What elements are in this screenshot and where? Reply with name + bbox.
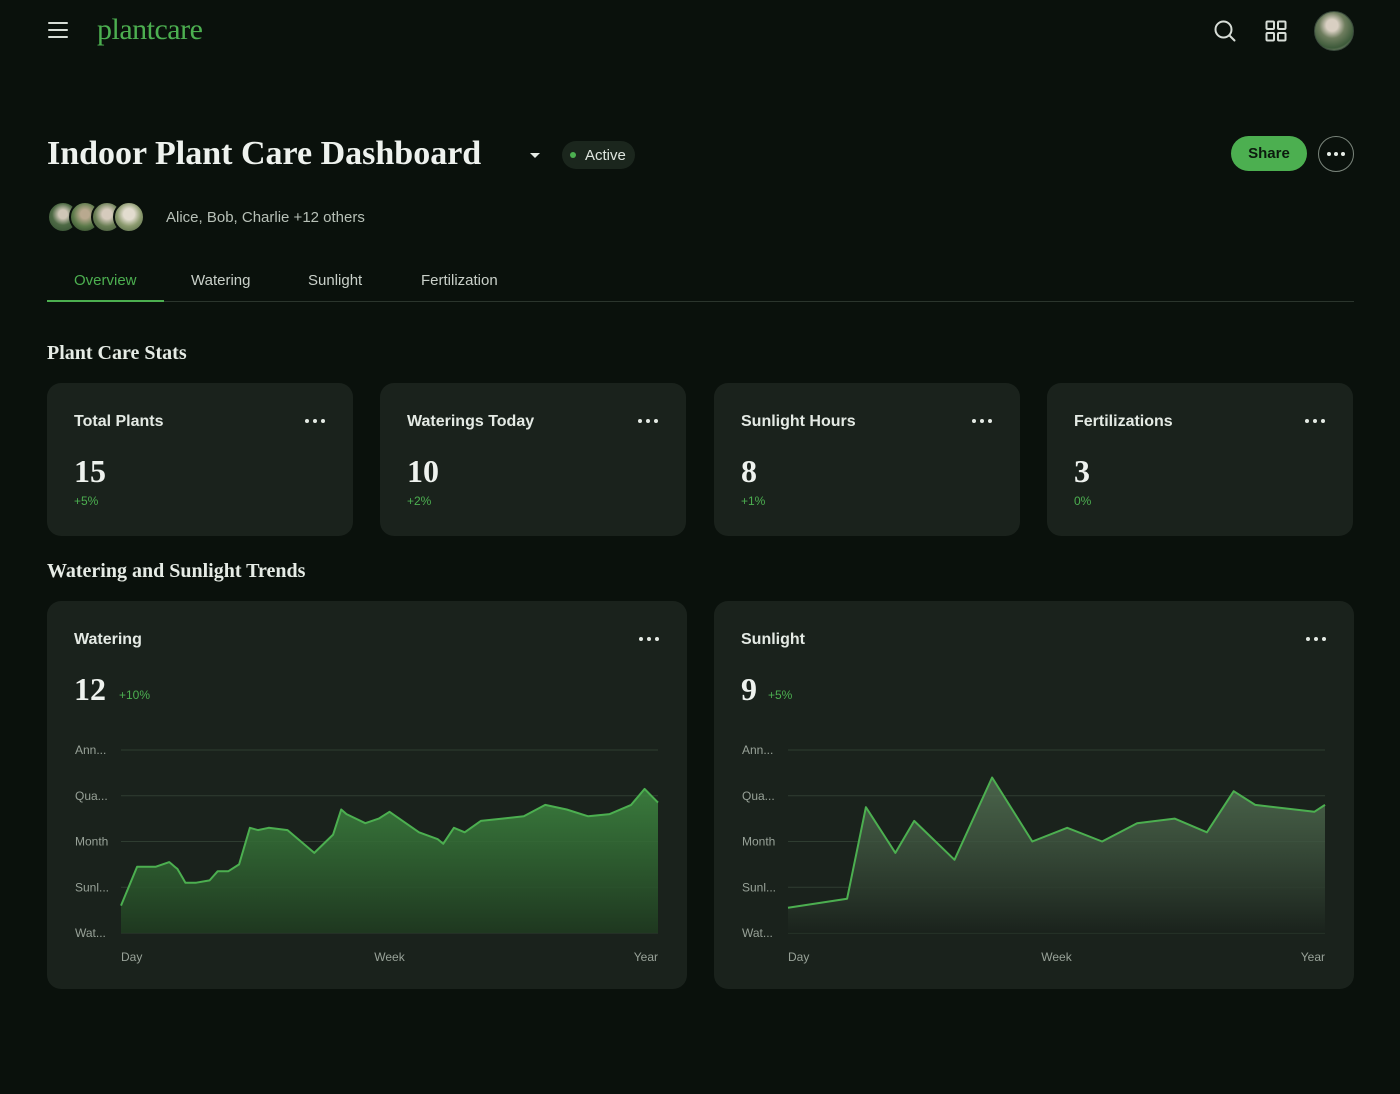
chart-change: +5%: [768, 688, 793, 702]
chart-value: 9: [741, 671, 757, 707]
x-tick-label: Week: [1041, 950, 1072, 964]
sunlight-chart: Ann... Qua... Month Sunl... Wat... Day Week Yea…: [742, 743, 1326, 964]
y-tick-label: Ann...: [75, 743, 106, 757]
series-area: [788, 777, 1325, 933]
stat-label: Waterings Today: [407, 413, 535, 430]
tab-bar: Overview Watering Sunlight Fertilization: [47, 262, 1354, 302]
stat-label: Sunlight Hours: [741, 413, 856, 430]
avatar: [113, 201, 145, 233]
y-tick-label: Qua...: [75, 789, 108, 803]
more-horizontal-icon[interactable]: [1305, 413, 1325, 429]
stat-label: Fertilizations: [1074, 413, 1173, 430]
x-tick-label: Year: [1301, 950, 1325, 964]
collaborators-text: Alice, Bob, Charlie +12 others: [166, 209, 365, 226]
watering-chart: Ann... Qua... Month Sunl... Wat... Day Week Yea…: [75, 743, 659, 964]
series-line: [787, 776, 1326, 909]
series-area: [121, 788, 658, 933]
status-badge: Active: [562, 141, 635, 169]
tab-watering[interactable]: Watering: [191, 272, 251, 289]
collaborators[interactable]: Alice, Bob, Charlie +12 others: [47, 201, 365, 233]
more-horizontal-icon[interactable]: [305, 413, 325, 429]
stat-card-waterings-today: Waterings Today 10 +2%: [380, 383, 686, 536]
more-horizontal-icon[interactable]: [972, 413, 992, 429]
top-bar: plantcare: [0, 0, 1400, 64]
chart-title: Sunlight: [741, 631, 805, 648]
y-tick-label: Sunl...: [742, 880, 776, 894]
status-dot-icon: [570, 152, 576, 158]
stat-value: 8: [741, 453, 757, 489]
share-button[interactable]: Share: [1231, 136, 1307, 171]
more-horizontal-icon[interactable]: [1306, 631, 1326, 647]
tab-overview[interactable]: Overview: [74, 272, 137, 289]
stat-value: 10: [407, 453, 439, 489]
stat-change: 0%: [1074, 494, 1092, 508]
x-tick-label: Year: [634, 950, 658, 964]
tab-fertilization[interactable]: Fertilization: [421, 272, 498, 289]
more-options-button[interactable]: [1318, 136, 1354, 172]
tab-sunlight[interactable]: Sunlight: [308, 272, 363, 289]
y-tick-label: Wat...: [75, 926, 106, 940]
x-tick-label: Day: [788, 950, 809, 964]
more-horizontal-icon[interactable]: [639, 631, 659, 647]
y-tick-label: Ann...: [742, 743, 773, 757]
stat-card-fertilizations: Fertilizations 3 0%: [1047, 383, 1353, 536]
search-icon[interactable]: [1212, 18, 1238, 44]
y-tick-label: Wat...: [742, 926, 773, 940]
y-tick-label: Qua...: [742, 789, 775, 803]
app-logo[interactable]: plantcare: [97, 13, 203, 46]
more-horizontal-icon: [1327, 152, 1345, 156]
stat-change: +5%: [74, 494, 99, 508]
stat-card-sunlight-hours: Sunlight Hours 8 +1%: [714, 383, 1020, 536]
stat-value: 15: [74, 453, 106, 489]
user-avatar[interactable]: [1314, 11, 1354, 51]
chart-card-watering: Watering 12 +10% Ann... Qua... Month Sunl..…: [47, 601, 687, 989]
stat-change: +2%: [407, 494, 432, 508]
section-title-trends: Watering and Sunlight Trends: [47, 560, 306, 582]
chart-value: 12: [74, 671, 106, 707]
x-tick-label: Day: [121, 950, 142, 964]
stat-change: +1%: [741, 494, 766, 508]
caret-down-icon[interactable]: [528, 152, 542, 160]
x-tick-label: Week: [374, 950, 405, 964]
active-tab-indicator: [47, 300, 164, 302]
section-title-stats: Plant Care Stats: [47, 342, 187, 364]
stat-value: 3: [1074, 453, 1090, 489]
chart-title: Watering: [74, 631, 142, 648]
more-horizontal-icon[interactable]: [638, 413, 658, 429]
y-tick-label: Sunl...: [75, 880, 109, 894]
grid-icon[interactable]: [1263, 18, 1289, 44]
chart-change: +10%: [119, 688, 151, 702]
series-line: [120, 787, 659, 906]
menu-icon[interactable]: [48, 22, 68, 40]
page-title: Indoor Plant Care Dashboard: [47, 135, 482, 172]
y-tick-label: Month: [742, 835, 775, 849]
status-label: Active: [585, 146, 626, 164]
y-tick-label: Month: [75, 835, 108, 849]
chart-card-sunlight: Sunlight 9 +5% Ann... Qua... Month Sunl... W…: [714, 601, 1354, 989]
stat-label: Total Plants: [74, 413, 164, 430]
stat-card-total-plants: Total Plants 15 +5%: [47, 383, 353, 536]
